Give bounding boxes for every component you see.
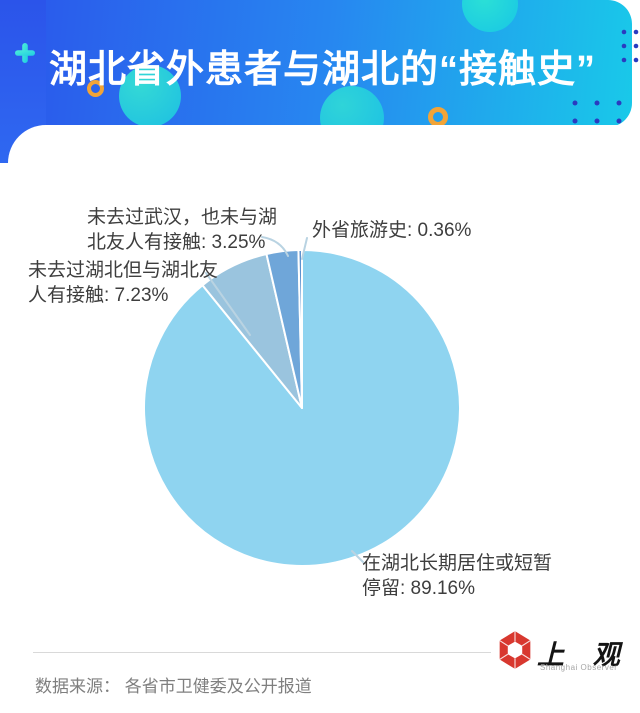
plus-icon (15, 43, 35, 63)
dot-grid-decor (621, 29, 639, 63)
orange-ring-decor (87, 80, 104, 97)
shanghai-observer-logo-subtext: Shanghai Observer (540, 663, 618, 672)
shanghai-observer-logo-text: 上 观 (537, 640, 631, 670)
slice-label-3-25: 未去过武汉，也未与湖 北友人有接触: 3.25% (87, 205, 277, 255)
teal-circle-decor (119, 65, 181, 127)
slice-label-line: 未去过武汉，也未与湖 (87, 207, 278, 228)
label-leader-lines (205, 236, 364, 563)
leader-line-3-25 (261, 236, 289, 257)
leader-line-89-16 (351, 550, 364, 563)
footer-divider (33, 652, 491, 653)
slice-label-0-36: 外省旅游史: 0.36% (312, 218, 471, 243)
slice-label-7-23: 未去过湖北但与湖北友 人有接触: 7.23% (28, 258, 218, 308)
slice-label-89-16: 在湖北长期居住或短暂 停留: 89.16% (362, 551, 552, 601)
pie-slice[interactable] (297, 248, 303, 409)
pie-chart (143, 236, 461, 567)
data-source-text: 数据来源： 各省市卫健委及公开报道 (35, 677, 312, 696)
leader-line-7-23 (205, 272, 251, 336)
slice-label-line: 外省旅游史: 0.36% (312, 220, 472, 241)
slice-label-line: 北友人有接触: 3.25% (87, 232, 266, 253)
orange-ring-decor (428, 107, 448, 127)
pie-slices (143, 248, 461, 567)
dot-grid-decor (572, 100, 622, 124)
slice-label-line: 未去过湖北但与湖北友 (28, 260, 219, 281)
slice-label-line: 停留: 89.16% (362, 578, 475, 599)
leader-line-0-36 (301, 237, 308, 260)
slice-label-line: 人有接触: 7.23% (28, 285, 169, 306)
page-title: 湖北省外患者与湖北的“接触史” (49, 49, 597, 91)
slice-label-line: 在湖北长期居住或短暂 (362, 553, 553, 574)
shanghai-observer-logo-icon (499, 631, 531, 669)
header-banner (0, 0, 632, 127)
